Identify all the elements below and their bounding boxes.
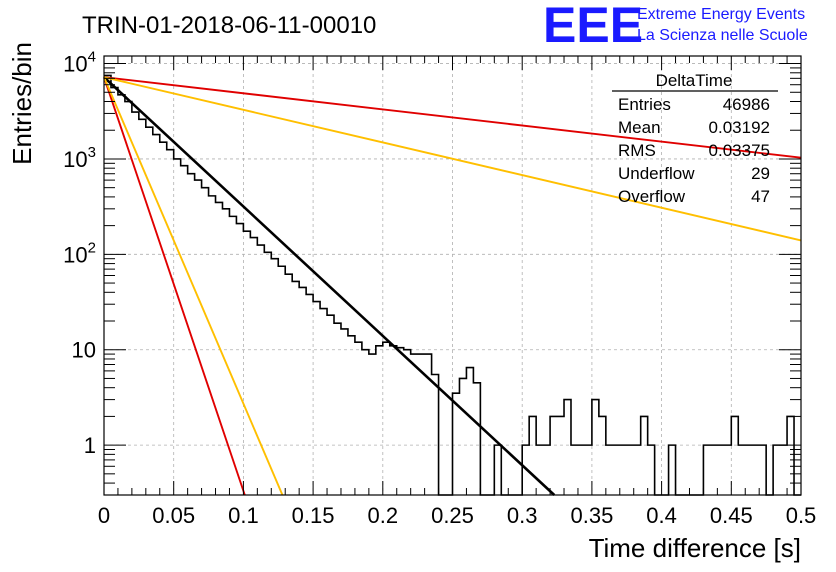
stat-value: 46986 [723,95,770,114]
stat-label: Mean [618,118,661,137]
fit-line-4 [103,76,246,496]
logo-mark: EEE [543,0,643,53]
stat-label: Overflow [618,187,686,206]
stat-label: Entries [618,95,671,114]
x-tick-label: 0.15 [292,503,335,528]
stat-value: 47 [751,187,770,206]
stat-value: 0.03192 [709,118,770,137]
y-tick-labels: 1 10 102 103 104 [63,49,96,459]
y-tick-label: 103 [63,144,96,172]
x-tick-label: 0 [98,503,110,528]
x-tick-label: 0.2 [368,503,399,528]
x-tick-label: 0.35 [570,503,613,528]
fit-line-1 [103,76,556,496]
fit-line-2 [103,76,802,159]
y-tick-label: 10 [72,338,96,363]
x-tick-label: 0.1 [228,503,259,528]
y-axis-label: Entries/bin [7,42,37,165]
stat-label: RMS [618,141,656,160]
eee-logo: EEE Extreme Energy Events La Scienza nel… [543,0,808,53]
logo-line-1: Extreme Energy Events [637,6,805,23]
stat-label: Underflow [618,164,695,183]
fit-curves [103,76,802,496]
y-tick-label: 1 [84,433,96,458]
x-tick-label: 0.05 [152,503,195,528]
x-tick-label: 0.25 [431,503,474,528]
x-tick-label: 0.45 [710,503,753,528]
fit-line-3 [103,76,802,242]
stats-rows: Entries 46986 Mean 0.03192 RMS 0.03375 Underfl… [618,95,770,206]
logo-line-2: La Scienza nelle Scuole [637,27,808,44]
axis-ticks [103,56,802,496]
fit-line-5 [103,76,284,496]
stat-value: 29 [751,164,770,183]
chart-title: TRIN-01-2018-06-11-00010 [82,12,376,39]
x-tick-label: 0.5 [786,503,817,528]
x-tick-label: 0.3 [507,503,538,528]
stats-box: DeltaTime Entries 46986 Mean 0.03192 RMS 0.03… [612,71,778,206]
stat-value: 0.03375 [709,141,770,160]
x-tick-label: 0.4 [646,503,677,528]
x-axis-label: Time difference [s] [589,533,801,563]
y-tick-label: 104 [63,49,96,77]
x-tick-labels: 0 0.05 0.1 0.15 0.2 0.25 0.3 0.35 0.4 0.45 0.5 [98,503,816,528]
stats-title: DeltaTime [656,71,733,90]
y-tick-label: 102 [63,239,96,267]
